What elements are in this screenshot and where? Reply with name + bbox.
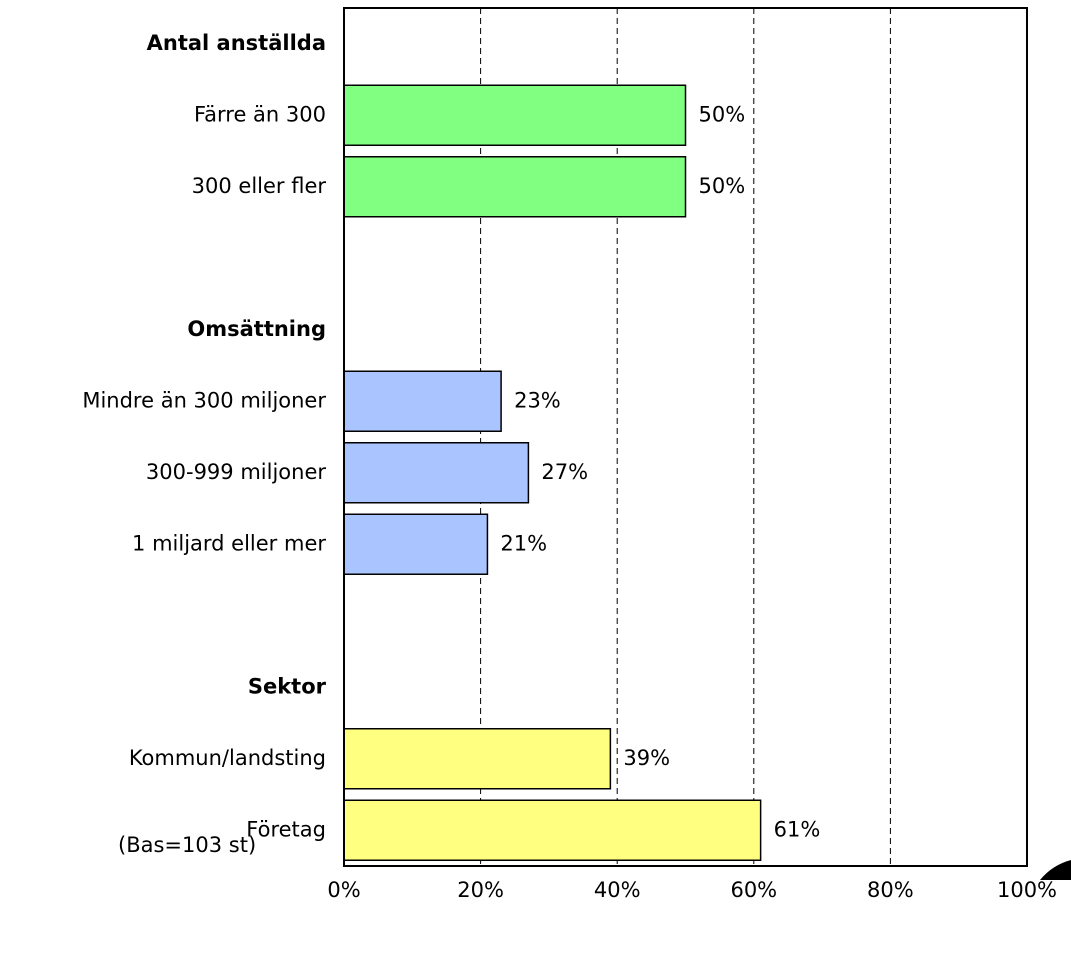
y-tick-label: 300-999 miljoner xyxy=(146,460,326,484)
group-header: Sektor xyxy=(248,674,327,698)
y-tick-label: Företag xyxy=(246,817,326,841)
y-tick-label: 1 miljard eller mer xyxy=(132,531,326,555)
group-header: Antal anställda xyxy=(147,31,326,55)
x-tick-label: 60% xyxy=(730,878,777,902)
bar xyxy=(343,370,502,432)
plot-frame xyxy=(343,7,1028,867)
bar xyxy=(343,442,530,504)
bar xyxy=(343,728,612,790)
value-label: 50% xyxy=(699,102,746,126)
value-label: 23% xyxy=(514,388,561,412)
bar xyxy=(343,84,687,146)
value-label: 39% xyxy=(623,746,670,770)
group-header: Omsättning xyxy=(187,317,326,341)
value-label: 50% xyxy=(699,174,746,198)
x-tick-label: 0% xyxy=(327,878,360,902)
bar xyxy=(343,799,762,861)
bar xyxy=(343,156,687,218)
value-label: 27% xyxy=(541,460,588,484)
value-label: 21% xyxy=(500,531,547,555)
x-tick-label: 20% xyxy=(457,878,504,902)
y-tick-label: Mindre än 300 miljoner xyxy=(82,388,326,412)
footnote: (Bas=103 st) xyxy=(118,833,256,857)
y-tick-label: Kommun/landsting xyxy=(129,746,326,770)
value-label: 61% xyxy=(774,817,821,841)
y-tick-label: 300 eller fler xyxy=(192,174,327,198)
x-tick-label: 100% xyxy=(997,878,1057,902)
x-tick-label: 80% xyxy=(867,878,914,902)
x-tick-label: 40% xyxy=(594,878,641,902)
logo-fragment xyxy=(1040,860,1071,880)
y-tick-label: Färre än 300 xyxy=(194,102,326,126)
bar xyxy=(343,513,489,575)
